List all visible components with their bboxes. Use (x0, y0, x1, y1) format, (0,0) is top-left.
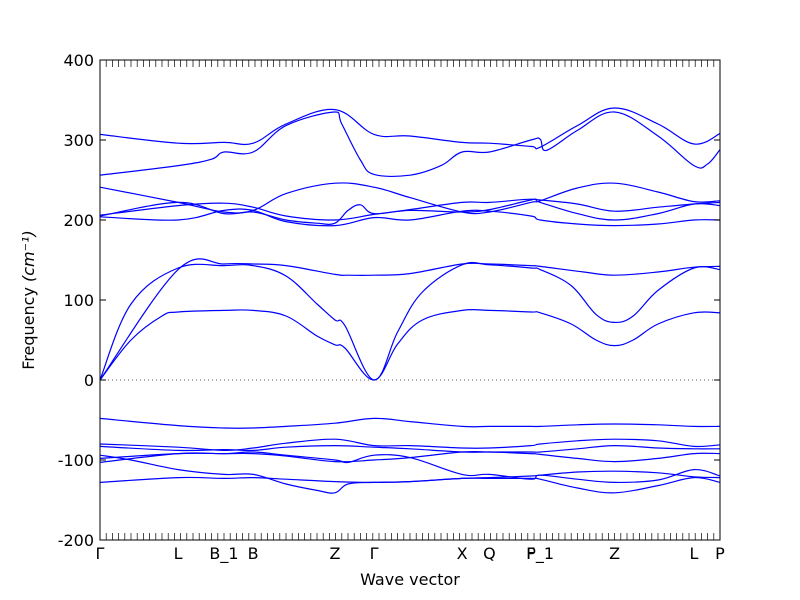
band-line-11 (100, 438, 720, 452)
x-tick-label: Q (483, 544, 496, 563)
x-tick-label: B (248, 544, 259, 563)
band-line-13 (100, 450, 720, 463)
x-tick-label: L (689, 544, 698, 563)
band-line-8 (100, 198, 720, 225)
y-tick-label: -200 (58, 531, 94, 550)
band-line-14 (100, 451, 720, 484)
band-line-1 (100, 258, 720, 381)
x-axis: Γ L B_1 B Z Γ X Q FP_1 Z L P (96, 544, 726, 564)
band-line-16 (100, 470, 720, 484)
y-tick-label: 400 (63, 51, 94, 70)
band-line-3 (100, 308, 720, 381)
y-axis-title-text: Frequency (19, 287, 38, 370)
x-tick-label: P (715, 544, 725, 563)
band-line-5 (100, 111, 720, 178)
y-axis: 400 300 200 100 0 -100 -200 (58, 51, 720, 550)
x-tick-label: B_1 (209, 544, 238, 564)
band-line-9 (100, 208, 720, 227)
y-tick-label: 100 (63, 291, 94, 310)
y-tick-label: 300 (63, 131, 94, 150)
x-axis-title: Wave vector (360, 570, 460, 589)
band-line-2 (100, 261, 720, 381)
x-tick-label: Z (609, 544, 620, 563)
y-tick-label: 0 (84, 371, 94, 390)
x-tick-label: Γ (370, 544, 379, 563)
x-tick-label: P_1 (526, 544, 554, 564)
y-tick-label: 200 (63, 211, 94, 230)
band-line-10 (100, 417, 720, 429)
x-tick-label: F (526, 544, 535, 563)
x-tick-label: L (174, 544, 183, 563)
minor-ticks (99, 60, 721, 540)
y-axis-title: Frequency (cm⁻¹) (19, 230, 38, 369)
x-tick-label: Z (329, 544, 340, 563)
y-tick-label: -100 (58, 451, 94, 470)
band-line-4 (100, 107, 720, 150)
y-axis-title-unit: (cm⁻¹) (19, 230, 38, 282)
x-tick-label: X (457, 544, 468, 563)
band-line-7 (100, 198, 720, 221)
band-lines (100, 107, 720, 494)
x-tick-label: Γ (96, 544, 105, 563)
